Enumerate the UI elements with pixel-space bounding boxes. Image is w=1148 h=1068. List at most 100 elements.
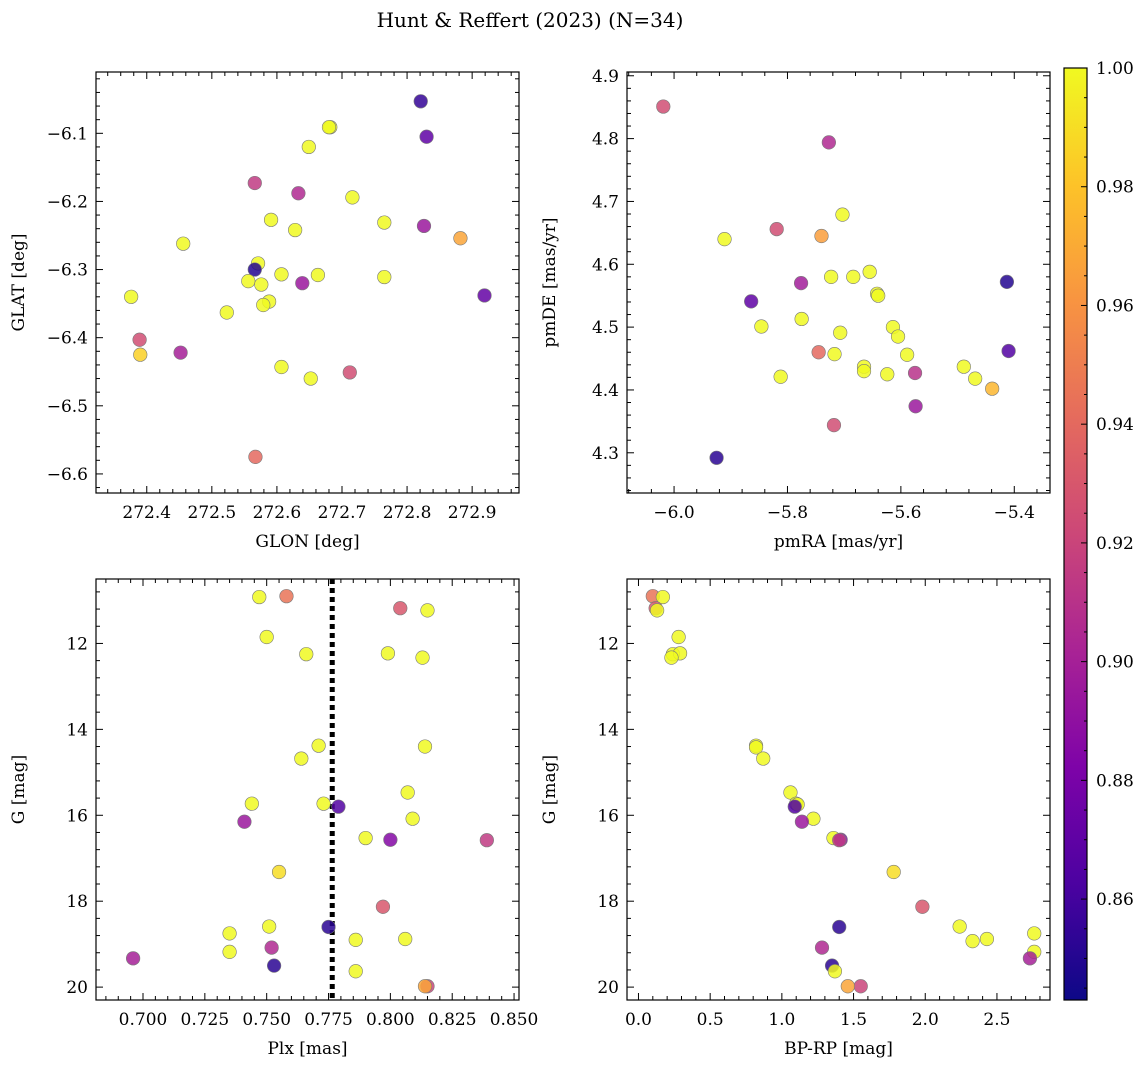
data-point — [274, 359, 289, 375]
data-point — [748, 740, 764, 755]
data-point — [821, 135, 836, 150]
y-tick-label: −6.5 — [47, 397, 88, 417]
data-point — [303, 371, 318, 386]
data-point — [477, 288, 492, 303]
data-point — [915, 899, 930, 914]
data-point — [754, 319, 769, 334]
axes-frame — [95, 71, 520, 494]
axes-frame — [626, 578, 1051, 1001]
data-point — [264, 940, 279, 955]
x-tick-label: −6.0 — [653, 503, 694, 523]
x-tick-label: 1.5 — [840, 1010, 867, 1030]
data-point — [890, 329, 906, 344]
y-tick-label: 20 — [66, 978, 88, 998]
data-point — [952, 919, 967, 934]
data-point — [173, 345, 188, 360]
data-point — [1001, 343, 1016, 359]
data-point — [811, 345, 826, 360]
data-point — [787, 799, 802, 814]
data-point — [794, 311, 809, 327]
data-point — [417, 739, 433, 754]
x-tick-label: 272.5 — [188, 503, 237, 523]
data-point — [133, 347, 148, 362]
data-point — [856, 363, 872, 379]
y-tick-label: 12 — [66, 634, 88, 654]
x-tick-label: 0.850 — [490, 1010, 539, 1030]
data-point — [709, 450, 724, 465]
x-tick-label: 272.9 — [448, 503, 497, 523]
x-tick-label: −5.8 — [767, 503, 808, 523]
colorbar-gradient — [1063, 67, 1088, 1001]
data-point — [835, 207, 850, 222]
x-tick-label: 0.825 — [428, 1010, 477, 1030]
data-point — [671, 629, 686, 645]
data-point — [263, 212, 279, 227]
data-point — [383, 832, 398, 847]
data-point — [413, 94, 428, 109]
data-point — [295, 276, 310, 291]
scatter-panel-2: −6.0 −5.8 −5.6 −5.4 4.3 4.4 4.5 4.6 4.7 4.8 4.9 pmR… — [540, 67, 1051, 552]
x-tick-label: 272.8 — [383, 503, 432, 523]
data-point — [907, 365, 923, 381]
data-point — [237, 814, 252, 829]
data-point — [862, 264, 877, 279]
data-point — [262, 919, 277, 934]
x-tick-label: 272.7 — [318, 503, 367, 523]
data-point — [453, 231, 468, 246]
data-point — [783, 785, 798, 800]
data-point — [310, 267, 326, 283]
data-point — [331, 799, 346, 814]
data-point — [827, 964, 843, 979]
data-point — [479, 833, 494, 848]
data-point — [301, 139, 316, 155]
data-point — [274, 267, 289, 282]
colorbar-tick-label: 0.86 — [1096, 890, 1134, 910]
data-point — [968, 371, 983, 386]
data-point — [824, 269, 839, 284]
y-tick-label: 4.8 — [592, 130, 619, 150]
x-tick-label: 1.0 — [768, 1010, 795, 1030]
data-point — [311, 738, 326, 753]
data-point — [380, 646, 395, 661]
axes-frame — [95, 578, 520, 1001]
data-point — [124, 289, 139, 304]
data-point — [321, 120, 337, 135]
data-point — [853, 979, 868, 994]
y-tick-label: 14 — [597, 720, 619, 740]
x-tick-label: 2.0 — [912, 1010, 939, 1030]
y-tick-label: 4.7 — [592, 192, 619, 212]
data-point — [965, 934, 980, 949]
data-point — [288, 222, 303, 238]
x-tick-label: 0.700 — [119, 1010, 168, 1030]
x-axis-label: GLON [deg] — [255, 532, 359, 552]
y-axis-label: G [mag] — [540, 755, 560, 824]
y-tick-label: −6.3 — [47, 261, 88, 281]
data-point — [756, 751, 771, 766]
x-tick-label: 0.750 — [242, 1010, 291, 1030]
data-point — [375, 899, 391, 914]
data-point — [419, 129, 434, 144]
data-point — [956, 359, 971, 374]
y-tick-label: 4.5 — [592, 318, 619, 338]
data-point — [400, 785, 415, 800]
data-point — [664, 650, 679, 665]
data-point — [415, 650, 430, 665]
data-point — [294, 751, 309, 766]
data-point — [832, 919, 847, 935]
data-point — [279, 589, 294, 604]
y-tick-label: 14 — [66, 720, 88, 740]
data-point — [744, 294, 759, 309]
data-point — [241, 274, 256, 289]
data-point — [316, 796, 331, 811]
data-point — [886, 864, 901, 880]
data-point — [291, 186, 306, 201]
colorbar-tick-label: 0.88 — [1096, 771, 1134, 791]
data-point — [773, 369, 788, 384]
y-tick-label: 18 — [66, 892, 88, 912]
data-point — [985, 381, 1000, 396]
y-tick-label: 16 — [597, 806, 619, 826]
data-point — [377, 269, 392, 285]
x-tick-label: 0.775 — [304, 1010, 353, 1030]
scatter-panel-3: 0.700 0.725 0.750 0.775 0.800 0.825 0.850 12 14 1… — [9, 578, 539, 1059]
